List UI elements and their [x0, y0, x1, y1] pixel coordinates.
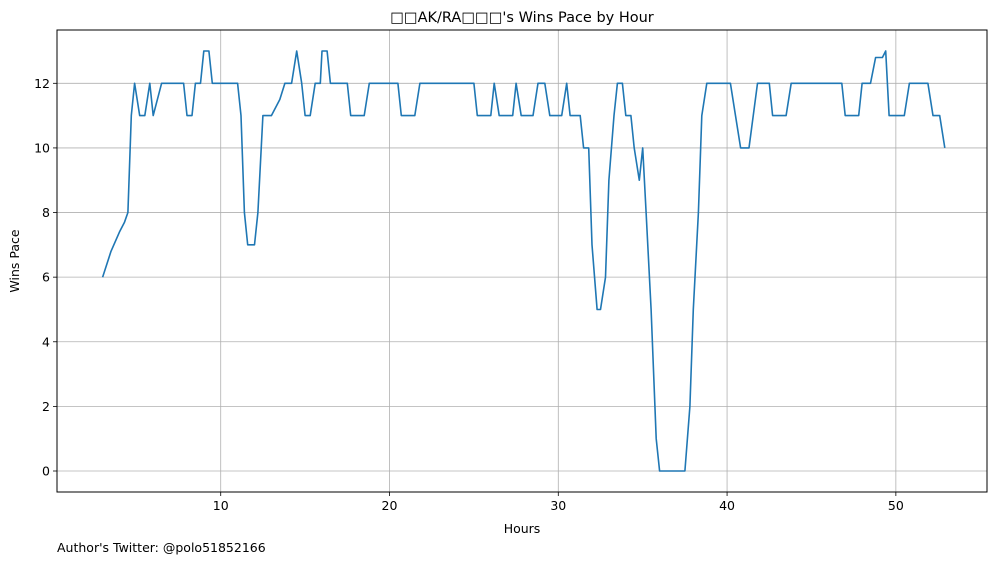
grid-lines [57, 30, 987, 492]
y-tick-label: 6 [42, 270, 50, 285]
chart-title: □□AK/RA□□□'s Wins Pace by Hour [390, 10, 654, 26]
series-line-layer [101, 50, 946, 472]
y-tick-label: 12 [34, 76, 50, 91]
x-axis-ticks: 10 20 30 40 50 [213, 492, 904, 513]
x-tick-label: 30 [550, 498, 566, 513]
x-tick-label: 40 [719, 498, 735, 513]
x-tick-label: 50 [888, 498, 904, 513]
y-axis-label: Wins Pace [7, 229, 22, 292]
x-axis-label: Hours [504, 521, 541, 536]
y-tick-label: 2 [42, 399, 50, 414]
y-tick-label: 0 [42, 464, 50, 479]
y-tick-label: 8 [42, 205, 50, 220]
plot-frame [56, 29, 988, 493]
x-tick-label: 10 [213, 498, 229, 513]
y-tick-label: 10 [34, 140, 50, 155]
y-axis-ticks: 0 2 4 6 8 10 12 [34, 76, 57, 479]
y-tick-label: 4 [42, 334, 50, 349]
author-footnote: Author's Twitter: @polo51852166 [57, 540, 266, 555]
series-line-wins-pace [101, 50, 946, 472]
x-tick-label: 20 [382, 498, 398, 513]
